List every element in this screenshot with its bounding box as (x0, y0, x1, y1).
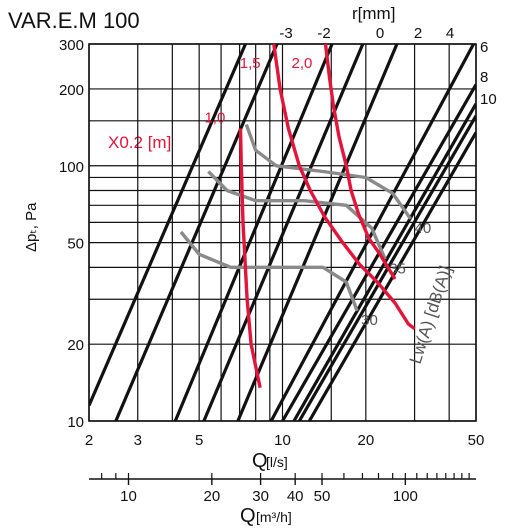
x2-axis-label-q: Q (240, 505, 256, 527)
r-line (236, 44, 399, 421)
x2-tick-label: 50 (314, 488, 331, 505)
x-tick-label: 10 (274, 432, 291, 449)
x0-2-curve-label: 2,0 (292, 55, 313, 72)
right-tick-label: 6 (480, 39, 488, 56)
x2-tick-label: 10 (120, 488, 137, 505)
chart-title: VAR.E.M 100 (8, 8, 140, 33)
x0-2-curve (238, 128, 262, 389)
top-tick-label: -3 (279, 25, 292, 42)
x-tick-label: 50 (468, 432, 485, 449)
y-tick-label: 20 (67, 337, 84, 354)
x2-tick-label: 40 (287, 488, 304, 505)
r-line (114, 44, 279, 421)
right-tick-label: 10 (480, 91, 497, 108)
x0-2-curve (272, 43, 416, 331)
lw-curve-label: 30 (361, 312, 378, 329)
y-tick-label: 50 (67, 236, 84, 253)
x-tick-label: 2 (85, 432, 93, 449)
right-tick-label: 8 (480, 69, 488, 86)
x-axis-label-q: Q (252, 450, 268, 472)
lw-curve (244, 124, 412, 220)
x2-tick-label: 100 (393, 488, 418, 505)
y-tick-label: 100 (59, 159, 84, 176)
r-line (173, 44, 334, 421)
y-tick-label: 200 (59, 82, 84, 99)
x0-2-curve-label: 1,0 (204, 109, 225, 126)
lw-curve (179, 230, 359, 312)
lw-curves: 30 35 40 (179, 124, 432, 329)
top-tick-label: -2 (317, 25, 330, 42)
lw-axis-label: Lw(A) [dB(A)] (406, 263, 456, 366)
x-tick-label: 3 (134, 432, 142, 449)
x2-axis-label: Q [m³/h] (240, 505, 292, 527)
r-line (202, 44, 365, 421)
y-tick-label: 300 (59, 37, 84, 54)
top-tick-label: 4 (446, 25, 454, 42)
r-line (89, 44, 247, 407)
x2-tick-label: 20 (203, 488, 220, 505)
lw-curve-label: 40 (415, 220, 432, 237)
y-tick-label: 10 (67, 414, 84, 431)
x2-tick-label: 30 (252, 488, 269, 505)
x-axis-label-unit: [l/s] (266, 454, 288, 470)
top-tick-label: 2 (414, 25, 422, 42)
top-tick-label: 0 (376, 25, 384, 42)
top-axis-label: r[mm] (352, 4, 395, 23)
lw-curve (207, 170, 387, 260)
x0-2-curve-label: 1,5 (240, 55, 261, 72)
x-tick-label: 5 (195, 432, 203, 449)
x0-2-curve (323, 43, 397, 280)
x2-axis-label-unit: [m³/h] (256, 509, 292, 525)
x0-2-curves: 1,0 1,5 2,0 (204, 43, 416, 389)
x0-2-label: X0.2 [m] (108, 133, 171, 152)
x-tick-label: 20 (357, 432, 374, 449)
lw-curve-label: 35 (389, 260, 406, 277)
y-axis-label: Δpₜ, Pa (23, 202, 40, 252)
x-axis-label: Q [l/s] (252, 450, 288, 472)
